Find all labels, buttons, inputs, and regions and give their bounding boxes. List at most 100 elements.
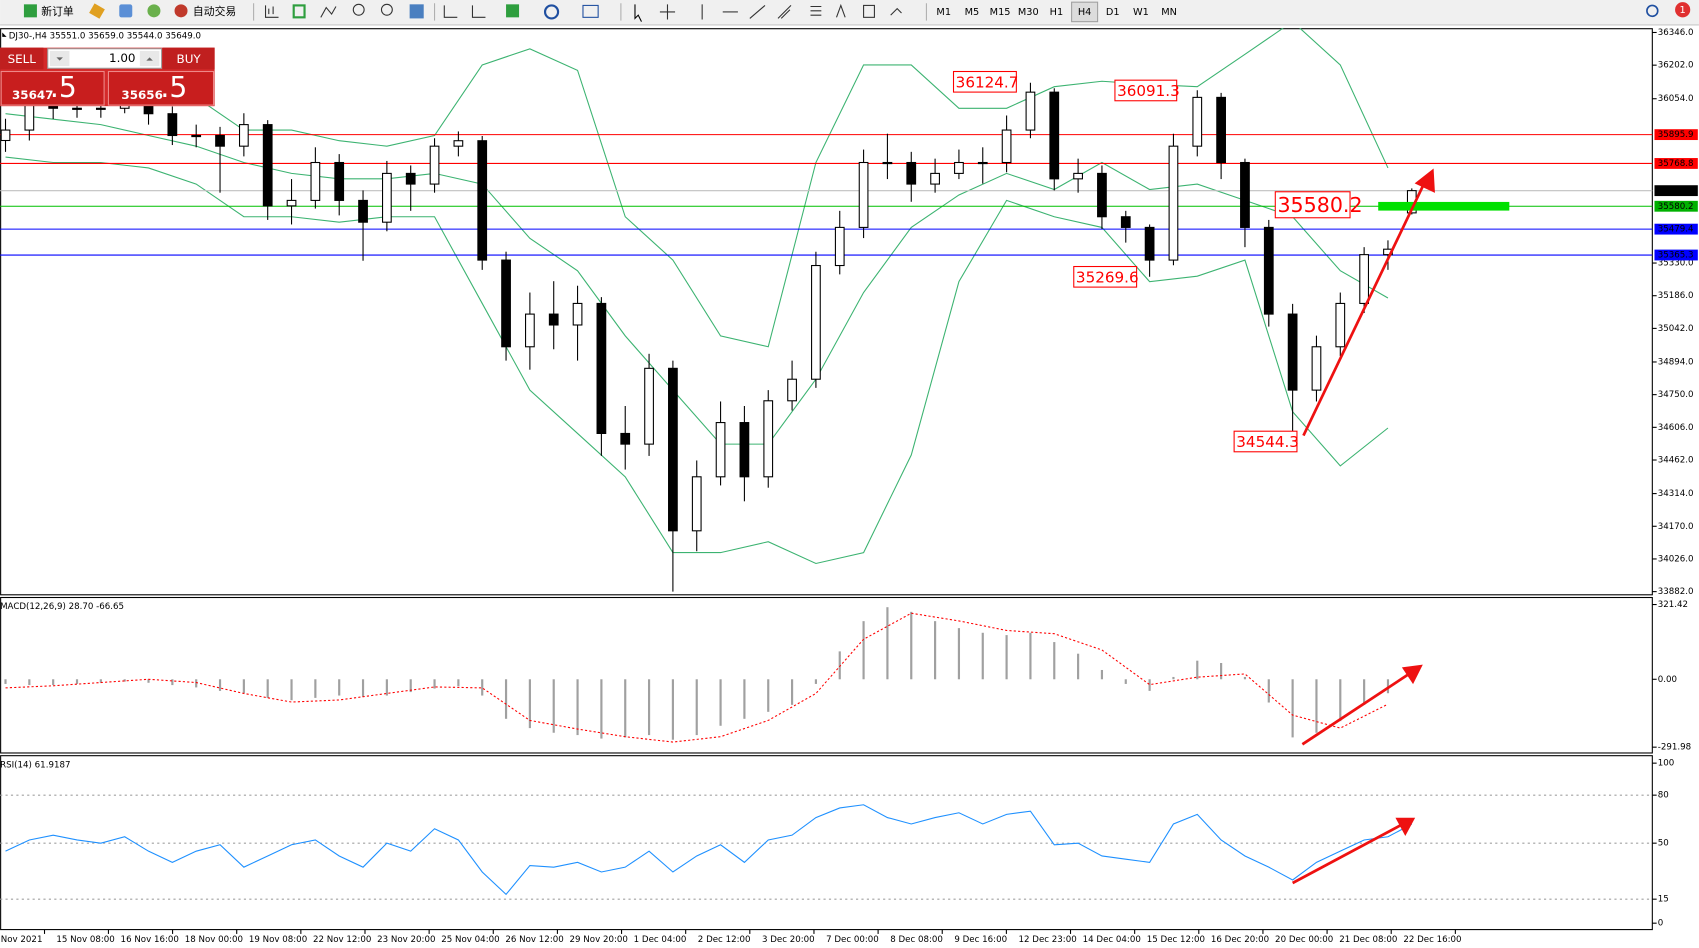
annotation: 35269.6 bbox=[1076, 268, 1139, 286]
sell-price-box[interactable] bbox=[0, 70, 105, 106]
candle-body bbox=[811, 264, 821, 380]
candle-body bbox=[310, 161, 321, 201]
x-tick-label: 16 Nov 16:00 bbox=[121, 935, 179, 945]
auto-trading-icon[interactable] bbox=[174, 4, 188, 18]
y-tick-label: 15 bbox=[1658, 895, 1669, 905]
auto-trading[interactable]: 自动交易 bbox=[193, 4, 236, 18]
candle-body bbox=[858, 161, 869, 228]
macd-bar bbox=[838, 651, 841, 680]
timeframe[interactable]: D1 bbox=[1106, 7, 1120, 18]
toolbar-icon[interactable] bbox=[89, 3, 105, 19]
candle-body bbox=[0, 129, 11, 142]
x-tick-label: 21 Dec 08:00 bbox=[1339, 935, 1397, 945]
y-tick-label: 50 bbox=[1658, 839, 1669, 849]
timeframe[interactable]: W1 bbox=[1133, 7, 1149, 18]
indicators[interactable] bbox=[506, 4, 520, 18]
new-order[interactable]: 新订单 bbox=[41, 4, 74, 18]
candle-body bbox=[1144, 226, 1155, 261]
macd-bar bbox=[195, 679, 198, 688]
volume[interactable]: 1.00 bbox=[109, 51, 136, 65]
templates[interactable] bbox=[582, 4, 599, 18]
label-tool[interactable] bbox=[863, 4, 875, 18]
y-tick-label: 36054.0 bbox=[1658, 94, 1694, 104]
buy-button[interactable] bbox=[162, 47, 215, 70]
x-tick-label: 23 Nov 20:00 bbox=[377, 935, 435, 945]
candle-body bbox=[262, 124, 273, 207]
x-tick-label: 22 Dec 16:00 bbox=[1403, 935, 1461, 945]
volume-box[interactable] bbox=[47, 48, 163, 69]
sell-label[interactable]: SELL bbox=[8, 52, 37, 66]
price-level-box bbox=[1654, 158, 1698, 169]
channel[interactable] bbox=[777, 5, 792, 19]
macd-bar bbox=[1005, 635, 1008, 680]
macd-bar bbox=[290, 679, 293, 701]
zoom-out[interactable] bbox=[380, 3, 393, 16]
macd-bar bbox=[218, 679, 222, 691]
one-click-trading: SELL 1.00 BUY 35647 .5 35656 .5 bbox=[0, 47, 215, 107]
toolbar-icon[interactable] bbox=[119, 4, 133, 18]
x-tick-label: 7 Dec 00:00 bbox=[826, 935, 879, 945]
x-tick-label: 15 Dec 12:00 bbox=[1147, 935, 1205, 945]
notification-count[interactable]: 1 bbox=[1680, 5, 1686, 16]
price-level-box bbox=[1654, 185, 1698, 197]
toolbar-icon[interactable] bbox=[471, 5, 486, 18]
candle-body bbox=[501, 259, 511, 348]
timeframe[interactable]: M30 bbox=[1018, 7, 1039, 18]
macd-bar bbox=[934, 621, 937, 680]
zoom-in[interactable] bbox=[352, 3, 365, 16]
notification-badge[interactable] bbox=[1675, 2, 1691, 18]
x-tick-label: 3 Dec 20:00 bbox=[762, 935, 815, 945]
fibo[interactable] bbox=[810, 5, 822, 16]
timeframe[interactable]: H4 bbox=[1078, 7, 1092, 18]
text-tool[interactable] bbox=[835, 3, 846, 18]
timeframe[interactable]: H1 bbox=[1050, 7, 1064, 18]
y-tick-label: -291.98 bbox=[1658, 743, 1691, 753]
candle-body bbox=[167, 113, 178, 137]
candle-body bbox=[834, 226, 845, 267]
candle-body bbox=[1263, 226, 1274, 315]
timeframe[interactable]: MN bbox=[1161, 7, 1177, 18]
buy-price-box[interactable] bbox=[107, 70, 215, 106]
y-tick-label: 36346.0 bbox=[1658, 28, 1694, 38]
candle-body bbox=[691, 476, 702, 532]
arrows[interactable] bbox=[890, 7, 902, 16]
sell-button[interactable] bbox=[0, 47, 44, 70]
sell-price[interactable]: 35647 bbox=[12, 88, 53, 102]
buy-price-tail[interactable]: .5 bbox=[160, 71, 187, 104]
periods[interactable] bbox=[543, 4, 560, 20]
rsi-line bbox=[5, 804, 1413, 896]
candle-body bbox=[334, 161, 345, 201]
annotation-box bbox=[1114, 79, 1178, 102]
buy-label[interactable]: BUY bbox=[177, 52, 202, 66]
sell-price-tail[interactable]: .5 bbox=[50, 71, 77, 104]
trendline[interactable] bbox=[749, 5, 766, 19]
candle-body bbox=[24, 102, 35, 131]
price-level-box bbox=[1654, 200, 1698, 212]
macd-bar bbox=[886, 607, 889, 680]
toolbar-icon[interactable] bbox=[264, 5, 279, 18]
candle-body bbox=[215, 134, 225, 147]
toolbar-icon[interactable] bbox=[443, 5, 458, 18]
crosshair[interactable] bbox=[659, 4, 676, 20]
timeframe[interactable]: M1 bbox=[936, 7, 951, 18]
toolbar-icon[interactable] bbox=[147, 4, 161, 18]
macd-bar bbox=[123, 679, 126, 682]
timeframe[interactable]: M5 bbox=[965, 7, 980, 18]
macd-bar bbox=[1267, 679, 1270, 703]
toolbar-icon[interactable] bbox=[320, 6, 337, 18]
chart-window bbox=[0, 26, 1699, 948]
macd-bar bbox=[52, 679, 55, 686]
candle-body bbox=[882, 161, 893, 165]
new-order-icon[interactable] bbox=[23, 4, 37, 18]
toolbar-icon[interactable] bbox=[292, 4, 306, 19]
timeframe[interactable]: M15 bbox=[990, 7, 1011, 18]
search[interactable] bbox=[1646, 4, 1659, 18]
buy-price[interactable]: 35656 bbox=[121, 88, 162, 102]
toolbar-icon[interactable] bbox=[409, 4, 424, 19]
candle-body bbox=[1192, 96, 1203, 147]
cursor[interactable] bbox=[634, 4, 642, 22]
candle-body bbox=[1216, 96, 1226, 164]
macd-bar bbox=[504, 679, 508, 719]
indicator-title: MACD(12,26,9) 28.70 -66.65 bbox=[0, 602, 124, 612]
